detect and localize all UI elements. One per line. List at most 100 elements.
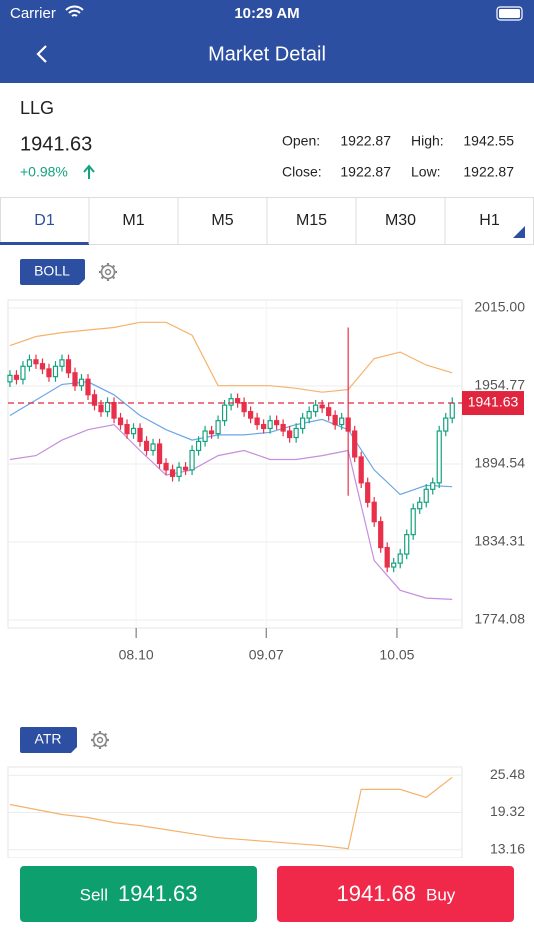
candle-body	[156, 443, 163, 465]
x-tick-label: 08.10	[119, 647, 154, 663]
candle-body	[72, 372, 78, 387]
carrier: Carrier	[10, 5, 56, 22]
candle-body	[378, 521, 384, 549]
tab-underline	[0, 242, 89, 245]
candle-body	[280, 423, 286, 432]
candle-body	[111, 401, 117, 419]
boll-button[interactable]	[20, 259, 85, 285]
buy-button[interactable]	[277, 866, 514, 922]
low-label: Low:	[411, 164, 441, 180]
candle-body	[195, 440, 202, 452]
candle-body	[306, 411, 312, 419]
candle-body	[228, 398, 234, 406]
candle-body	[163, 462, 169, 471]
settings-icon[interactable]	[99, 263, 117, 281]
low-value: 1922.87	[463, 164, 514, 180]
buy-price: 1941.68	[336, 881, 416, 906]
candle-body	[33, 359, 39, 365]
candle-body	[20, 365, 26, 380]
candle-body	[358, 456, 364, 484]
candle-body	[39, 363, 46, 370]
tab-corner	[513, 226, 525, 238]
candle-body	[397, 553, 403, 564]
gear-hub	[96, 736, 104, 744]
gear-teeth	[99, 263, 117, 281]
atr-button[interactable]	[20, 727, 77, 753]
candle-body	[267, 420, 273, 430]
y-tick-label: 2015.00	[474, 299, 525, 315]
candle-body	[410, 508, 416, 536]
y-tick-label: 1774.08	[474, 611, 525, 627]
candle-body	[423, 488, 429, 503]
candle-body	[7, 374, 13, 383]
candle-body	[182, 466, 189, 471]
candle-body	[98, 404, 104, 413]
candle-body	[13, 374, 20, 380]
candle-body	[287, 430, 293, 439]
open-value: 1922.87	[340, 133, 391, 149]
y-tick-label: 1954.77	[474, 377, 525, 393]
candle-body	[371, 501, 377, 523]
current-price-label: 1941.63	[468, 394, 519, 410]
sell-button[interactable]	[20, 866, 257, 922]
atr-line	[9, 776, 453, 850]
candle-body	[339, 417, 345, 426]
tab[interactable]: D1	[34, 212, 55, 229]
settings-icon[interactable]	[91, 731, 109, 749]
candle-body	[104, 401, 111, 413]
candle-body	[78, 378, 85, 387]
tab[interactable]: M30	[385, 212, 416, 229]
x-tick-label: 10.05	[379, 647, 414, 663]
candle-body	[300, 417, 306, 430]
open-label: Open:	[282, 133, 320, 149]
candle-body	[176, 466, 182, 477]
candle-body	[91, 394, 98, 406]
buy-label: Buy	[426, 885, 456, 904]
gear-hub	[104, 268, 112, 276]
tab[interactable]: H1	[479, 212, 500, 229]
gear-teeth	[91, 731, 109, 749]
last-price: 1941.63	[20, 133, 92, 155]
candle-body	[46, 368, 52, 378]
candle-body	[352, 430, 358, 458]
candle-body	[449, 402, 455, 419]
band-line	[9, 321, 453, 393]
tab[interactable]: M1	[122, 212, 144, 229]
candle-body	[65, 359, 72, 374]
close-label: Close:	[282, 164, 322, 180]
corner-mark	[79, 279, 85, 285]
y-tick-label: 1834.31	[474, 533, 525, 549]
candle-body	[124, 423, 130, 435]
back-button[interactable]	[36, 45, 47, 63]
candle-body	[221, 404, 228, 422]
candle-body	[169, 469, 176, 477]
candle-body	[59, 359, 65, 367]
battery-level	[499, 9, 520, 18]
current-price-tag	[462, 391, 524, 416]
candle-body	[436, 430, 442, 484]
candle-body	[117, 417, 124, 426]
candle-body	[26, 359, 33, 367]
page-title: Market Detail	[208, 43, 326, 65]
high-value: 1942.55	[463, 133, 514, 149]
close-value: 1922.87	[340, 164, 391, 180]
y-tick-label: 25.48	[490, 766, 525, 782]
candle-body	[247, 411, 254, 419]
tab[interactable]: M15	[296, 212, 327, 229]
chart: 13.16 19.32 25.48	[7, 766, 525, 859]
symbol: LLG	[20, 98, 54, 118]
candle-body	[319, 404, 325, 409]
band-line	[9, 423, 453, 600]
wifi-icon	[65, 5, 84, 17]
up-arrow	[83, 164, 95, 179]
candle-body	[417, 501, 423, 510]
gear-ring	[92, 732, 108, 748]
top-bar	[0, 0, 534, 83]
candle-body	[143, 440, 150, 452]
candle-body	[150, 443, 156, 452]
gear-ring	[100, 264, 116, 280]
change: +0.98%	[20, 164, 68, 180]
chart: 2015.00 1954.77 1894.54 1834.31 1774.08 08.10…	[7, 299, 525, 663]
tab[interactable]: M5	[211, 212, 233, 229]
candle-body	[189, 449, 195, 471]
